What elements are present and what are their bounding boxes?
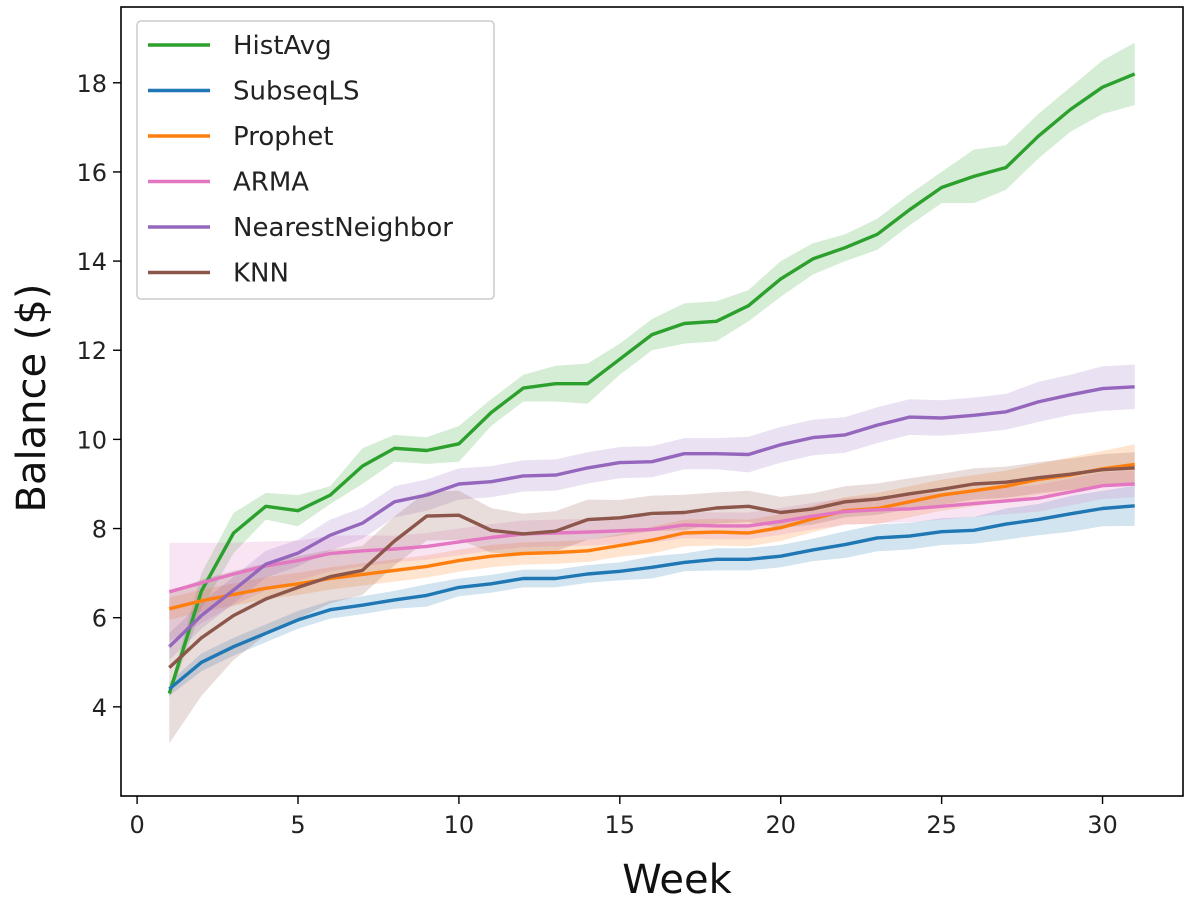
legend-label-subseqls: SubseqLS [233,77,360,107]
line-nearestneighbor [168,385,1135,648]
legend-label-arma: ARMA [233,168,309,198]
line-knn [168,466,1135,669]
legend-label-prophet: Prophet [233,122,333,152]
x-tick-label: 5 [290,811,305,839]
x-tick-label: 0 [129,811,144,839]
band-arma [169,470,1135,641]
y-tick-label: 4 [92,694,107,722]
x-axis-ticks: 0 5 10 15 20 25 30 [129,796,1118,839]
y-tick-label: 8 [92,516,107,544]
line-subseqls [168,504,1135,691]
line-arma [168,482,1135,594]
x-tick-label: 25 [926,811,957,839]
plot-frame [120,6,1184,797]
band-knn [169,452,1135,744]
y-tick-label: 14 [76,248,107,276]
legend-label-knn: KNN [233,259,289,289]
x-tick-label: 30 [1087,811,1118,839]
x-tick-label: 15 [605,811,636,839]
legend-label-nearestneighbor: NearestNeighbor [233,213,453,243]
line-histavg [167,72,1136,695]
legend-box [136,20,495,300]
legend: HistAvg SubseqLS Prophet ARMA NearestNeighbo… [136,20,495,300]
x-axis-label: Week [622,857,732,902]
band-nearestneighbor [169,364,1135,660]
y-tick-label: 18 [76,70,107,98]
y-tick-label: 16 [76,159,107,187]
y-axis-ticks: 4 6 8 10 12 14 16 18 [76,70,121,722]
legend-label-histavg: HistAvg [233,31,332,61]
band-prophet [169,444,1135,620]
x-tick-label: 20 [765,811,796,839]
series-lines [167,72,1136,695]
y-tick-label: 6 [92,605,107,633]
y-axis-label: Balance ($) [9,284,55,513]
y-tick-label: 12 [76,337,107,365]
line-prophet [168,462,1135,611]
y-tick-label: 10 [76,426,107,454]
band-histavg [169,42,1135,698]
x-tick-label: 10 [444,811,475,839]
